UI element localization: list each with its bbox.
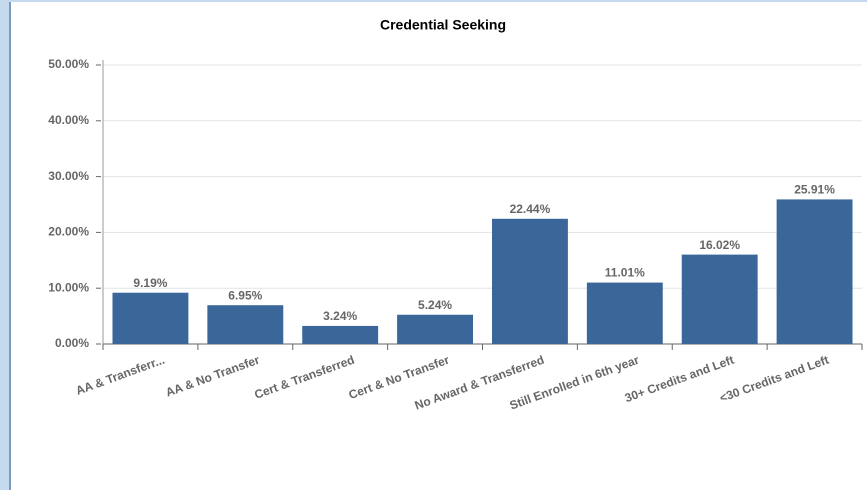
value-label: 16.02% bbox=[699, 238, 740, 252]
bar bbox=[681, 254, 758, 344]
bar bbox=[397, 314, 474, 344]
value-label: 22.44% bbox=[510, 202, 551, 216]
value-label: 3.24% bbox=[323, 309, 357, 323]
chart-title: Credential Seeking bbox=[380, 17, 506, 33]
y-tick-label: 10.00% bbox=[48, 280, 89, 294]
value-label: 9.19% bbox=[133, 276, 167, 290]
y-tick-label: 20.00% bbox=[48, 225, 89, 239]
value-label: 25.91% bbox=[794, 183, 835, 197]
bar bbox=[586, 282, 663, 344]
bar bbox=[112, 292, 189, 344]
value-label: 5.24% bbox=[418, 298, 452, 312]
y-tick-label: 0.00% bbox=[55, 336, 89, 350]
bar bbox=[207, 305, 284, 344]
y-tick-label: 30.00% bbox=[48, 169, 89, 183]
bar bbox=[491, 218, 568, 344]
frame-top bbox=[9, 0, 867, 2]
frame-border bbox=[9, 0, 11, 490]
value-label: 11.01% bbox=[605, 266, 645, 280]
y-tick-label: 40.00% bbox=[48, 113, 89, 127]
y-tick-label: 50.00% bbox=[48, 57, 89, 71]
value-label: 6.95% bbox=[228, 288, 262, 302]
bar bbox=[776, 199, 853, 344]
frame-left bbox=[0, 0, 9, 490]
bar bbox=[302, 325, 379, 344]
